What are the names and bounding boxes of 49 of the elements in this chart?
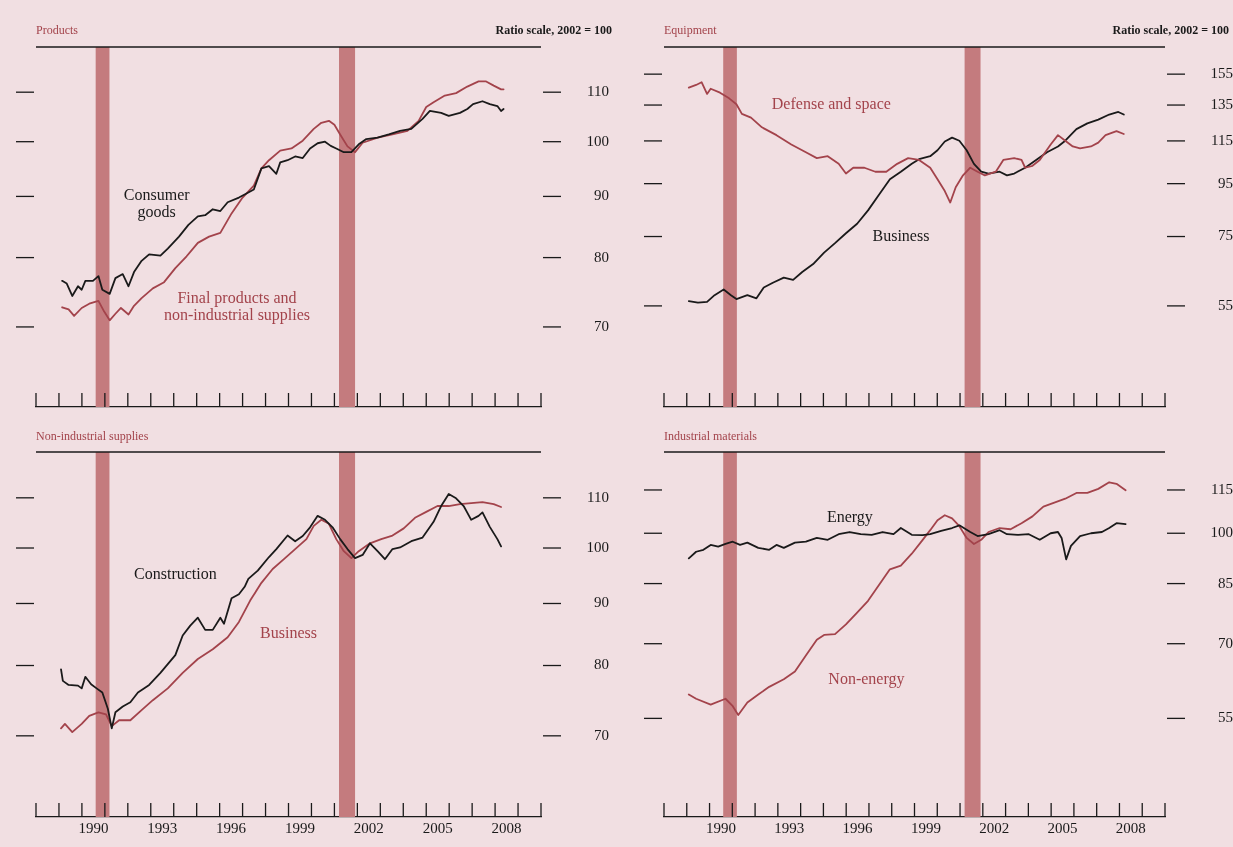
chart-title: Products bbox=[36, 23, 79, 37]
chart-title: Industrial materials bbox=[664, 429, 758, 443]
chart-subtitle: Ratio scale, 2002 = 100 bbox=[495, 23, 612, 37]
y-tick-label: 115 bbox=[1211, 131, 1233, 148]
x-tick-label: 1990 bbox=[78, 819, 109, 836]
y-tick-label: 55 bbox=[1218, 296, 1233, 313]
y-tick-label: 70 bbox=[594, 317, 609, 334]
y-tick-label: 115 bbox=[1211, 480, 1233, 497]
y-tick-label: 135 bbox=[1210, 95, 1233, 112]
x-tick-label: 2008 bbox=[1115, 819, 1146, 836]
series-label: Defense and space bbox=[771, 95, 891, 114]
series-label: Energy bbox=[826, 507, 873, 526]
x-tick-label: 1993 bbox=[774, 819, 805, 836]
chart-subtitle: Ratio scale, 2002 = 100 bbox=[1112, 23, 1229, 37]
y-tick-label: 155 bbox=[1210, 65, 1233, 82]
x-tick-label: 1990 bbox=[705, 819, 736, 836]
y-tick-label: 100 bbox=[586, 538, 609, 555]
x-tick-label: 2005 bbox=[1047, 819, 1078, 836]
chart-title: Equipment bbox=[664, 23, 718, 37]
series-label: Business bbox=[260, 623, 317, 641]
y-tick-label: 80 bbox=[594, 248, 609, 265]
x-tick-label: 2008 bbox=[491, 819, 522, 836]
series-label: Business bbox=[872, 226, 930, 244]
x-tick-label: 1996 bbox=[216, 819, 247, 836]
y-tick-label: 95 bbox=[1218, 174, 1233, 191]
y-tick-label: 70 bbox=[594, 726, 609, 743]
x-tick-label: 2002 bbox=[979, 819, 1010, 836]
y-tick-label: 100 bbox=[1210, 524, 1233, 541]
x-tick-label: 1996 bbox=[842, 819, 874, 836]
y-tick-label: 80 bbox=[594, 656, 609, 673]
y-tick-label: 75 bbox=[1218, 227, 1233, 244]
y-tick-label: 70 bbox=[1218, 634, 1233, 651]
y-tick-label: 100 bbox=[586, 132, 609, 149]
series-label: Non-energy bbox=[828, 669, 905, 688]
y-tick-label: 110 bbox=[587, 83, 609, 100]
series-label: Construction bbox=[134, 565, 217, 583]
series-label: Final products and non-industrial supplies bbox=[163, 288, 311, 324]
chart-title: Non-industrial supplies bbox=[36, 429, 149, 443]
x-tick-label: 2005 bbox=[422, 819, 453, 836]
x-tick-label: 1993 bbox=[147, 819, 178, 836]
y-tick-label: 90 bbox=[594, 594, 609, 611]
y-tick-label: 85 bbox=[1218, 574, 1233, 591]
series-label: Consumer goods bbox=[123, 185, 191, 221]
y-tick-label: 55 bbox=[1218, 709, 1233, 726]
x-tick-label: 1999 bbox=[284, 819, 315, 836]
x-tick-label: 2002 bbox=[353, 819, 384, 836]
y-tick-label: 90 bbox=[594, 187, 609, 204]
x-tick-label: 1999 bbox=[910, 819, 941, 836]
y-tick-label: 110 bbox=[587, 488, 609, 505]
